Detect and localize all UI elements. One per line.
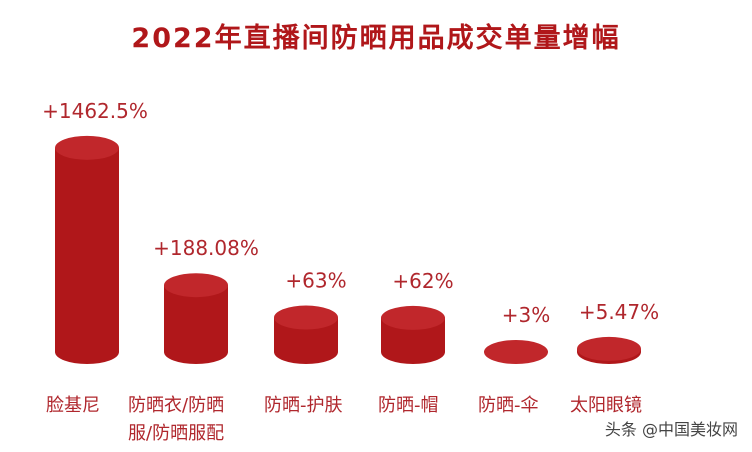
watermark: 头条 @中国美妆网 (604, 420, 738, 439)
category-label: 防晒-护肤 (264, 395, 343, 416)
bar-4 (484, 340, 548, 364)
bar-0 (55, 135, 119, 364)
category-label: 防晒衣/防晒 服/防晒服配 (128, 395, 225, 444)
data-label: +3% (502, 303, 551, 327)
bar-5 (577, 336, 641, 364)
data-label: +63% (285, 269, 346, 293)
category-label: 脸基尼 (46, 395, 100, 416)
bar-top (577, 336, 641, 361)
bar-body (164, 285, 228, 364)
bar-top (381, 305, 445, 330)
bar-body (55, 147, 119, 364)
chart-title: 2022年直播间防晒用品成交单量增幅 (131, 23, 621, 54)
data-label: +1462.5% (42, 99, 148, 123)
bar-3 (381, 305, 445, 364)
bar-body (274, 317, 338, 364)
data-label: +5.47% (579, 300, 659, 324)
category-label: 太阳眼镜 (570, 395, 642, 416)
bar-2 (274, 305, 338, 364)
bar-top (484, 340, 548, 364)
data-label: +62% (392, 269, 453, 293)
bar-1 (164, 273, 228, 364)
data-label: +188.08% (153, 236, 259, 260)
bar-top (274, 305, 338, 330)
category-label: 防晒-伞 (478, 395, 539, 416)
bar-top (164, 273, 228, 298)
category-label: 防晒-帽 (378, 395, 439, 416)
bar-body (381, 317, 445, 364)
bar-top (55, 135, 119, 160)
